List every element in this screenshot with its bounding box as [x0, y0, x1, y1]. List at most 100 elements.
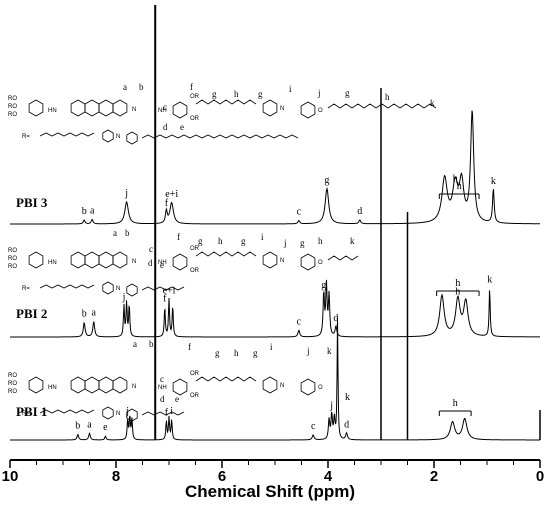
structure-text: O [318, 260, 323, 266]
trace-names: PBI 1 PBI 2 PBI 3 [16, 195, 48, 419]
peak-label: g [324, 175, 329, 186]
structure-letter: f [190, 82, 193, 92]
spectrum-trace [10, 317, 541, 441]
ring-sketch [84, 376, 100, 394]
structure-letter: g [241, 236, 246, 246]
ring-sketch [70, 99, 86, 117]
peak-label: e+i [165, 189, 178, 200]
peak-label: d [344, 419, 349, 430]
structure-text: R= [22, 134, 30, 140]
structure-text: RO [8, 373, 17, 379]
structure-text: RO [8, 264, 17, 270]
structure-text: RO [8, 248, 17, 254]
structure-text: OR [190, 246, 200, 252]
chain-sketch [141, 411, 185, 416]
x-tick-label: 10 [2, 468, 19, 485]
peak-label: c [297, 207, 302, 218]
ring-sketch [84, 251, 100, 269]
structure-text: RO [8, 381, 17, 387]
structure-text: NH [158, 260, 167, 266]
structure-letter: g [215, 348, 220, 358]
ring-sketch [262, 251, 278, 269]
peak-label: c [311, 421, 316, 432]
structure-text: OR [190, 94, 200, 100]
structure-text: N [116, 134, 120, 140]
structure-letter: h [318, 236, 323, 246]
structure-text: NH [158, 385, 167, 391]
peak-label: f [163, 293, 167, 304]
chain-sketch [39, 284, 95, 289]
ring-sketch [262, 99, 278, 117]
structure-letter: d [163, 122, 168, 132]
h-bracket-label: h [453, 398, 458, 409]
structure-letter: h [218, 236, 223, 246]
structure-text: N [280, 383, 284, 389]
structure-text: HN [48, 260, 57, 266]
chain-sketch [39, 409, 95, 414]
structure-text: O [318, 108, 323, 114]
x-tick-label: 0 [536, 468, 544, 485]
structure-text: N [116, 286, 120, 292]
structure-text: OR [190, 116, 200, 122]
peak-label: g [321, 280, 326, 291]
peak-label: j [329, 401, 333, 412]
structure-letter: c [163, 102, 167, 112]
structure-letter: j [317, 88, 321, 98]
h-bracket-label: h [457, 181, 462, 192]
structure-letter: e [160, 260, 164, 270]
structure-drawings: RO RO RO HN N NH OR OR N O R= N RO RO RO HN N NH OR OR N O R= N… [8, 82, 437, 422]
peak-label: a [91, 308, 96, 319]
structure-text: RO [8, 104, 17, 110]
ring-sketch [84, 99, 100, 117]
chain-sketch [195, 251, 257, 257]
x-axis-title: Chemical Shift (ppm) [185, 482, 355, 501]
ring-sketch [112, 99, 128, 117]
peak-label: d [357, 206, 362, 217]
peak-label: a [90, 206, 95, 217]
ring-sketch [98, 376, 114, 394]
peak-label: f [165, 198, 169, 209]
ring-sketch [102, 281, 114, 295]
peak-label: b [75, 421, 80, 432]
structure-letter: f [188, 342, 191, 352]
chain-sketch [141, 286, 185, 291]
peak-label: c [297, 316, 302, 327]
ring-sketch [126, 408, 138, 422]
peak-label: f [165, 407, 169, 418]
structure-letter: h [234, 348, 239, 358]
structure-letter: g [253, 348, 258, 358]
chain-sketch [39, 132, 95, 137]
ring-sketch [126, 131, 138, 145]
peak-label: b [82, 309, 87, 320]
ring-sketch [172, 378, 188, 396]
ring-sketch [28, 251, 44, 269]
trace-name-label: PBI 3 [16, 195, 48, 210]
spectra-traces [9, 110, 541, 441]
x-tick-label: 8 [112, 468, 120, 485]
ring-sketch [98, 251, 114, 269]
structure-letter: c [160, 374, 164, 384]
x-tick-label: 4 [324, 468, 333, 485]
structure-text: HN [48, 108, 57, 114]
spectrum-trace [10, 110, 540, 225]
structure-text: R= [22, 411, 30, 417]
structure-letter: e [175, 394, 179, 404]
structure-text: RO [8, 389, 17, 395]
structure-letter: g [258, 89, 263, 99]
structure-letter: f [177, 232, 180, 242]
chain-sketch [195, 376, 257, 382]
ring-sketch [112, 376, 128, 394]
ring-sketch [28, 376, 44, 394]
structure-letter: k [350, 236, 355, 246]
ring-sketch [300, 378, 316, 396]
ring-sketch [126, 283, 138, 297]
peak-label: j [122, 292, 126, 303]
structure-letter: k [430, 98, 435, 108]
trace-name-label: PBI 1 [16, 404, 47, 419]
structure-text: HN [48, 385, 57, 391]
structure-letter: b [149, 339, 154, 349]
ring-sketch [112, 251, 128, 269]
trace-name-label: PBI 2 [16, 306, 47, 321]
structure-letter: a [123, 82, 127, 92]
